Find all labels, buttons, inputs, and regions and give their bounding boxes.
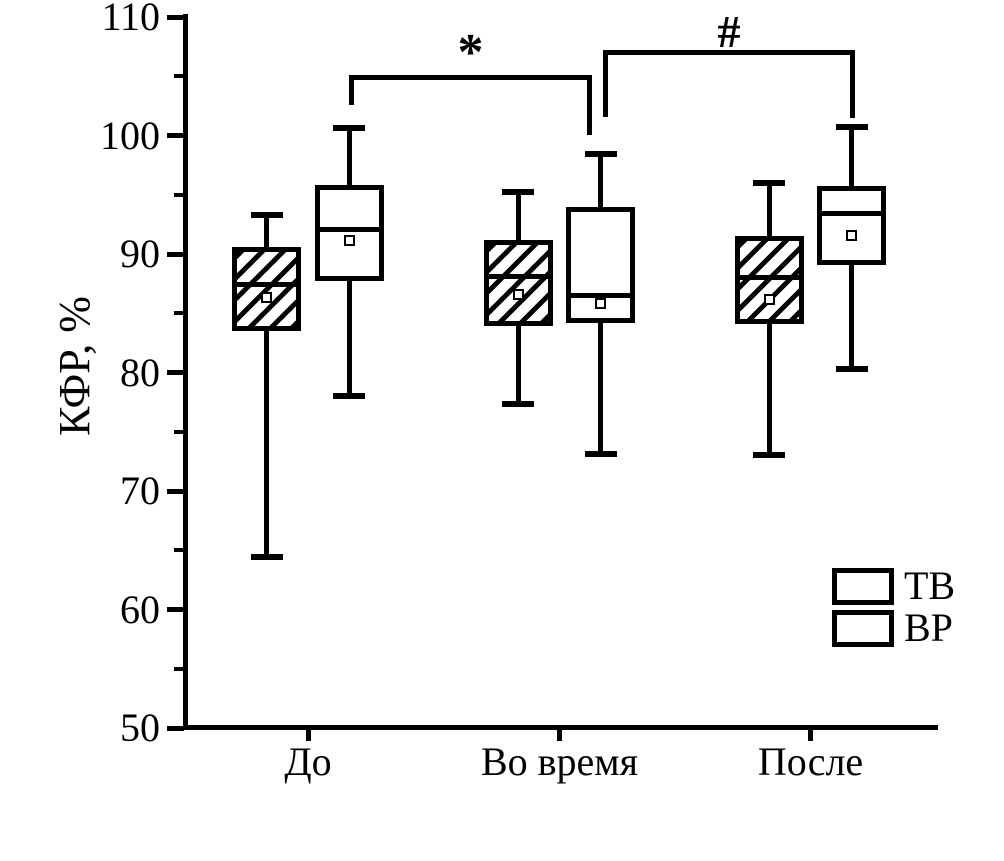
y-axis-minor-tick [174,548,184,553]
mean-marker-tv-2 [763,293,775,305]
mean-marker-tv-1 [512,288,524,300]
whisker-upper-vr-2 [849,127,855,187]
y-axis-line [183,14,188,730]
x-axis-category-label: После [757,739,864,784]
whisker-cap-bottom-tv-2 [753,452,786,459]
y-axis-tick-label: 100 [100,112,160,158]
legend: ТВ ВР [832,566,955,650]
mean-marker-tv-0 [261,292,273,304]
y-axis-major-tick [167,488,184,494]
median-line-vr-2 [817,211,887,217]
iqr-box-vr-0 [314,185,384,282]
y-axis-minor-tick [174,192,184,197]
whisker-upper-vr-0 [346,128,352,186]
significance-bracket-right-0 [586,74,592,135]
significance-label-0: * [457,24,484,81]
iqr-box-vr-2 [817,186,887,265]
significance-label-1: # [717,6,741,57]
y-axis-minor-tick [174,429,184,434]
whisker-cap-bottom-tv-1 [502,401,535,408]
y-axis-major-tick [167,725,184,731]
x-axis-tick [305,730,311,741]
significance-bracket-bar-0 [349,74,592,80]
whisker-cap-top-vr-1 [584,151,617,158]
whisker-cap-top-vr-0 [333,125,366,132]
whisker-upper-vr-1 [598,154,604,207]
whisker-cap-top-tv-2 [753,179,786,186]
legend-label-vr: ВР [904,605,953,650]
y-axis-tick-label: 60 [120,586,160,632]
legend-item-vr: ВР [832,608,955,648]
y-axis-major-tick [167,370,184,375]
whisker-cap-top-tv-1 [502,189,535,196]
y-axis-major-tick [167,133,184,138]
whisker-cap-bottom-vr-1 [584,451,617,458]
whisker-lower-vr-2 [849,264,855,369]
whisker-lower-vr-1 [598,322,604,455]
median-line-tv-0 [232,282,302,288]
whisker-cap-top-vr-2 [835,124,868,131]
whisker-lower-tv-0 [264,331,270,558]
y-axis-tick-label: 90 [120,231,160,276]
whisker-cap-bottom-vr-2 [835,365,868,372]
median-line-tv-2 [734,275,804,281]
y-axis-tick-label: 80 [120,349,160,395]
whisker-lower-tv-2 [766,323,772,456]
y-axis-major-tick [167,14,184,20]
whisker-lower-vr-0 [346,281,352,397]
x-axis-category-label: Во время [480,739,639,784]
mean-marker-vr-1 [595,298,607,310]
significance-bracket-right-1 [849,49,855,118]
whisker-upper-tv-2 [766,182,772,237]
legend-item-tv: ТВ [832,566,955,606]
whisker-upper-tv-1 [515,192,521,240]
significance-bracket-left-0 [349,74,355,105]
median-line-vr-0 [314,226,384,232]
y-axis-major-tick [167,251,184,257]
significance-bracket-left-1 [603,49,609,117]
y-axis-tick-label: 70 [120,468,160,513]
legend-swatch-hatched [832,567,894,605]
whisker-upper-tv-0 [264,214,270,247]
x-axis-category-label: До [284,739,332,784]
y-axis-tick-label: 110 [101,0,160,39]
median-line-tv-1 [483,274,553,279]
median-line-vr-1 [566,292,636,298]
mean-marker-vr-2 [846,229,858,241]
x-axis-line [183,725,938,730]
whisker-cap-top-tv-0 [250,211,283,218]
x-axis-tick [557,730,562,741]
mean-marker-vr-0 [343,235,355,247]
x-axis-tick [808,730,813,741]
iqr-box-tv-1 [483,239,553,327]
significance-bracket-bar-1 [603,49,855,55]
y-axis-minor-tick [174,74,184,79]
y-axis-major-tick [167,607,184,612]
y-axis-minor-tick [174,311,184,316]
iqr-box-tv-0 [232,246,302,331]
whisker-lower-tv-1 [515,326,521,405]
y-axis-minor-tick [174,666,184,671]
y-axis-tick-label: 50 [120,705,160,750]
legend-swatch-plain [832,609,894,647]
legend-label-tv: ТВ [904,563,956,608]
whisker-cap-bottom-vr-0 [333,393,366,400]
whisker-cap-bottom-tv-0 [250,554,283,561]
